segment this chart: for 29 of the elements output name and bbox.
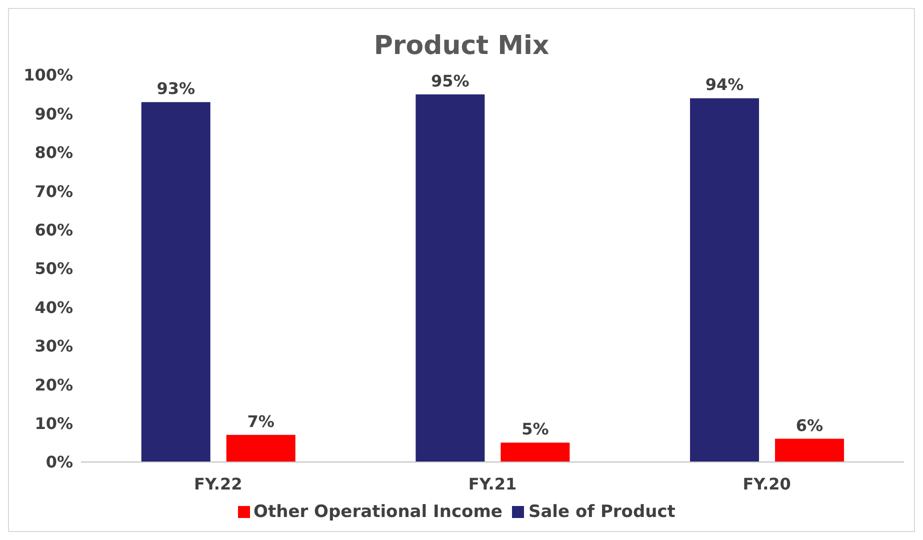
data-label: 94%	[705, 75, 744, 94]
y-tick-label: 100%	[24, 66, 73, 85]
y-tick-label: 20%	[34, 375, 73, 394]
y-tick-label: 90%	[34, 104, 73, 124]
legend-label: Other Operational Income	[254, 502, 502, 522]
data-label: 6%	[796, 416, 824, 435]
bar	[416, 94, 485, 462]
chart-title: Product Mix	[372, 31, 550, 63]
data-label: 93%	[156, 79, 195, 98]
y-tick-label: 30%	[34, 336, 73, 356]
y-tick-label: 10%	[34, 414, 73, 433]
x-tick-label: FY.22	[194, 474, 242, 494]
y-tick-label: 80%	[34, 143, 73, 162]
bar	[500, 442, 570, 462]
data-label: 95%	[431, 71, 470, 90]
x-tick-label: FY.20	[742, 474, 791, 494]
bar	[690, 98, 760, 462]
bar	[141, 102, 210, 462]
bar	[226, 434, 296, 462]
y-tick-label: 40%	[34, 298, 73, 317]
data-label: 5%	[522, 420, 549, 439]
x-tick-label: FY.21	[468, 474, 517, 494]
data-label: 7%	[247, 412, 274, 431]
y-tick-label: 0%	[46, 452, 73, 472]
bar	[775, 438, 844, 462]
y-tick-label: 70%	[34, 182, 73, 201]
y-tick-label: 60%	[34, 220, 73, 240]
legend-label: Sale of Product	[528, 502, 676, 522]
y-tick-label: 50%	[34, 259, 73, 278]
